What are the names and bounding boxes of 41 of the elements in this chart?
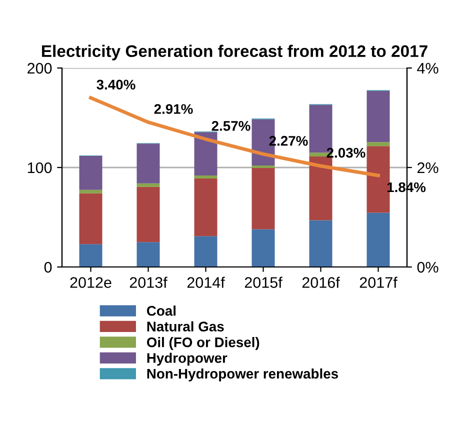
chart-title: Electricity Generation forecast from 2012 to 2017 [42,44,428,60]
y2-tick-label: 4% [417,62,438,74]
bar [366,212,390,267]
bar [309,220,332,267]
bar [309,156,332,220]
bar [79,193,102,244]
legend-label: Oil (FO or Diesel) [146,337,260,350]
y-tick-label: 200 [28,62,52,74]
x-tick-label: 2015f [244,276,282,288]
data-label: 3.40% [96,80,136,90]
bar [194,236,218,267]
line-series [89,96,380,178]
bar [136,186,160,242]
y2-tick-label: 2% [417,162,438,174]
bar [136,183,160,187]
bar [194,175,218,178]
legend-label: Natural Gas [147,321,224,332]
y-tick-label: 0 [44,262,52,273]
bar [194,132,218,176]
bar [79,244,102,267]
y2-tick-label: 0% [417,262,438,273]
bar [194,178,218,236]
y-tick-label: 100 [28,162,52,174]
bar [136,242,160,267]
data-label: 2.57% [212,121,250,131]
data-label: 2.91% [154,104,193,114]
legend-label: Coal [146,306,176,316]
x-tick-label: 2017f [360,276,398,288]
bar [136,144,160,184]
bar [366,90,390,142]
bar [366,142,390,146]
x-tick-label: 2012e [70,277,112,288]
x-tick-label: 2013f [130,276,168,288]
bar [252,229,275,267]
bar [79,190,102,194]
legend-label: Non-Hydropower renewables [147,368,338,382]
x-tick-label: 2014f [187,276,225,288]
bar [252,168,275,230]
x-tick-label: 2016f [302,276,340,288]
legend-label: Hydropower [147,352,228,366]
bar [79,156,102,190]
